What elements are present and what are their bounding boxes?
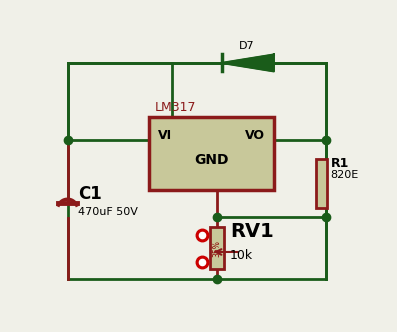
Text: GND: GND [194,153,229,167]
Text: VI: VI [158,129,173,142]
Text: R1: R1 [331,157,349,170]
Text: VO: VO [245,129,265,142]
Polygon shape [222,54,274,71]
Bar [149,117,274,190]
Text: LM317: LM317 [154,101,196,114]
Text: C1: C1 [78,185,102,203]
Text: 35%: 35% [212,240,222,257]
Text: 820E: 820E [331,170,359,180]
Text: 470uF 50V: 470uF 50V [78,207,138,216]
Text: 10k: 10k [230,249,253,262]
Bar [210,227,224,269]
Text: D7: D7 [238,41,254,51]
Text: RV1: RV1 [230,222,274,241]
Bar [316,159,328,208]
